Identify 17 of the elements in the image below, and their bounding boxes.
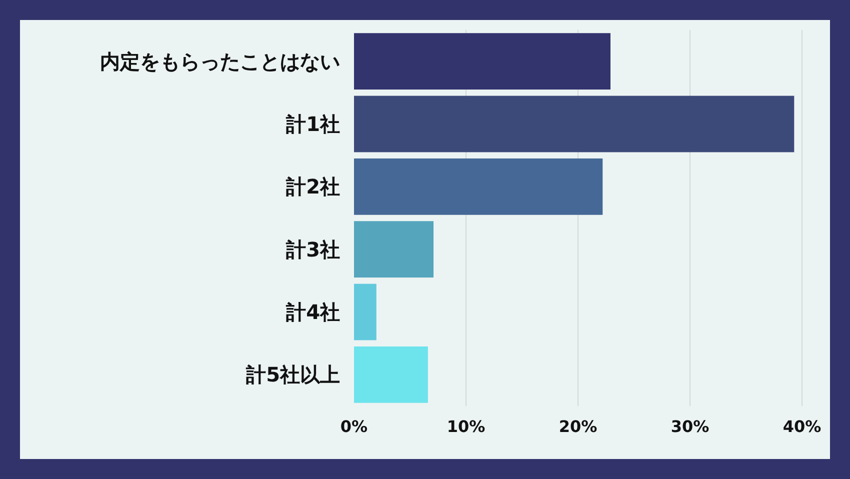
x-tick-label: 10% [446, 417, 486, 436]
x-tick-label: 20% [558, 417, 598, 436]
bar [354, 158, 603, 215]
bar [354, 96, 794, 152]
bar [354, 284, 376, 340]
bar [354, 221, 434, 278]
x-tick-label: 40% [782, 417, 822, 436]
y-tick-label: 計3社 [285, 237, 340, 262]
x-tick-label: 0% [340, 417, 368, 436]
x-tick-label: 30% [670, 417, 710, 436]
y-tick-label: 計1社 [285, 112, 340, 136]
y-tick-label: 計5社以上 [245, 362, 340, 387]
y-tick-label: 内定をもらったことはない [100, 49, 340, 74]
bar [354, 33, 610, 90]
y-tick-label: 計2社 [285, 174, 340, 199]
y-tick-label: 計4社 [285, 300, 340, 324]
bar [354, 346, 428, 403]
